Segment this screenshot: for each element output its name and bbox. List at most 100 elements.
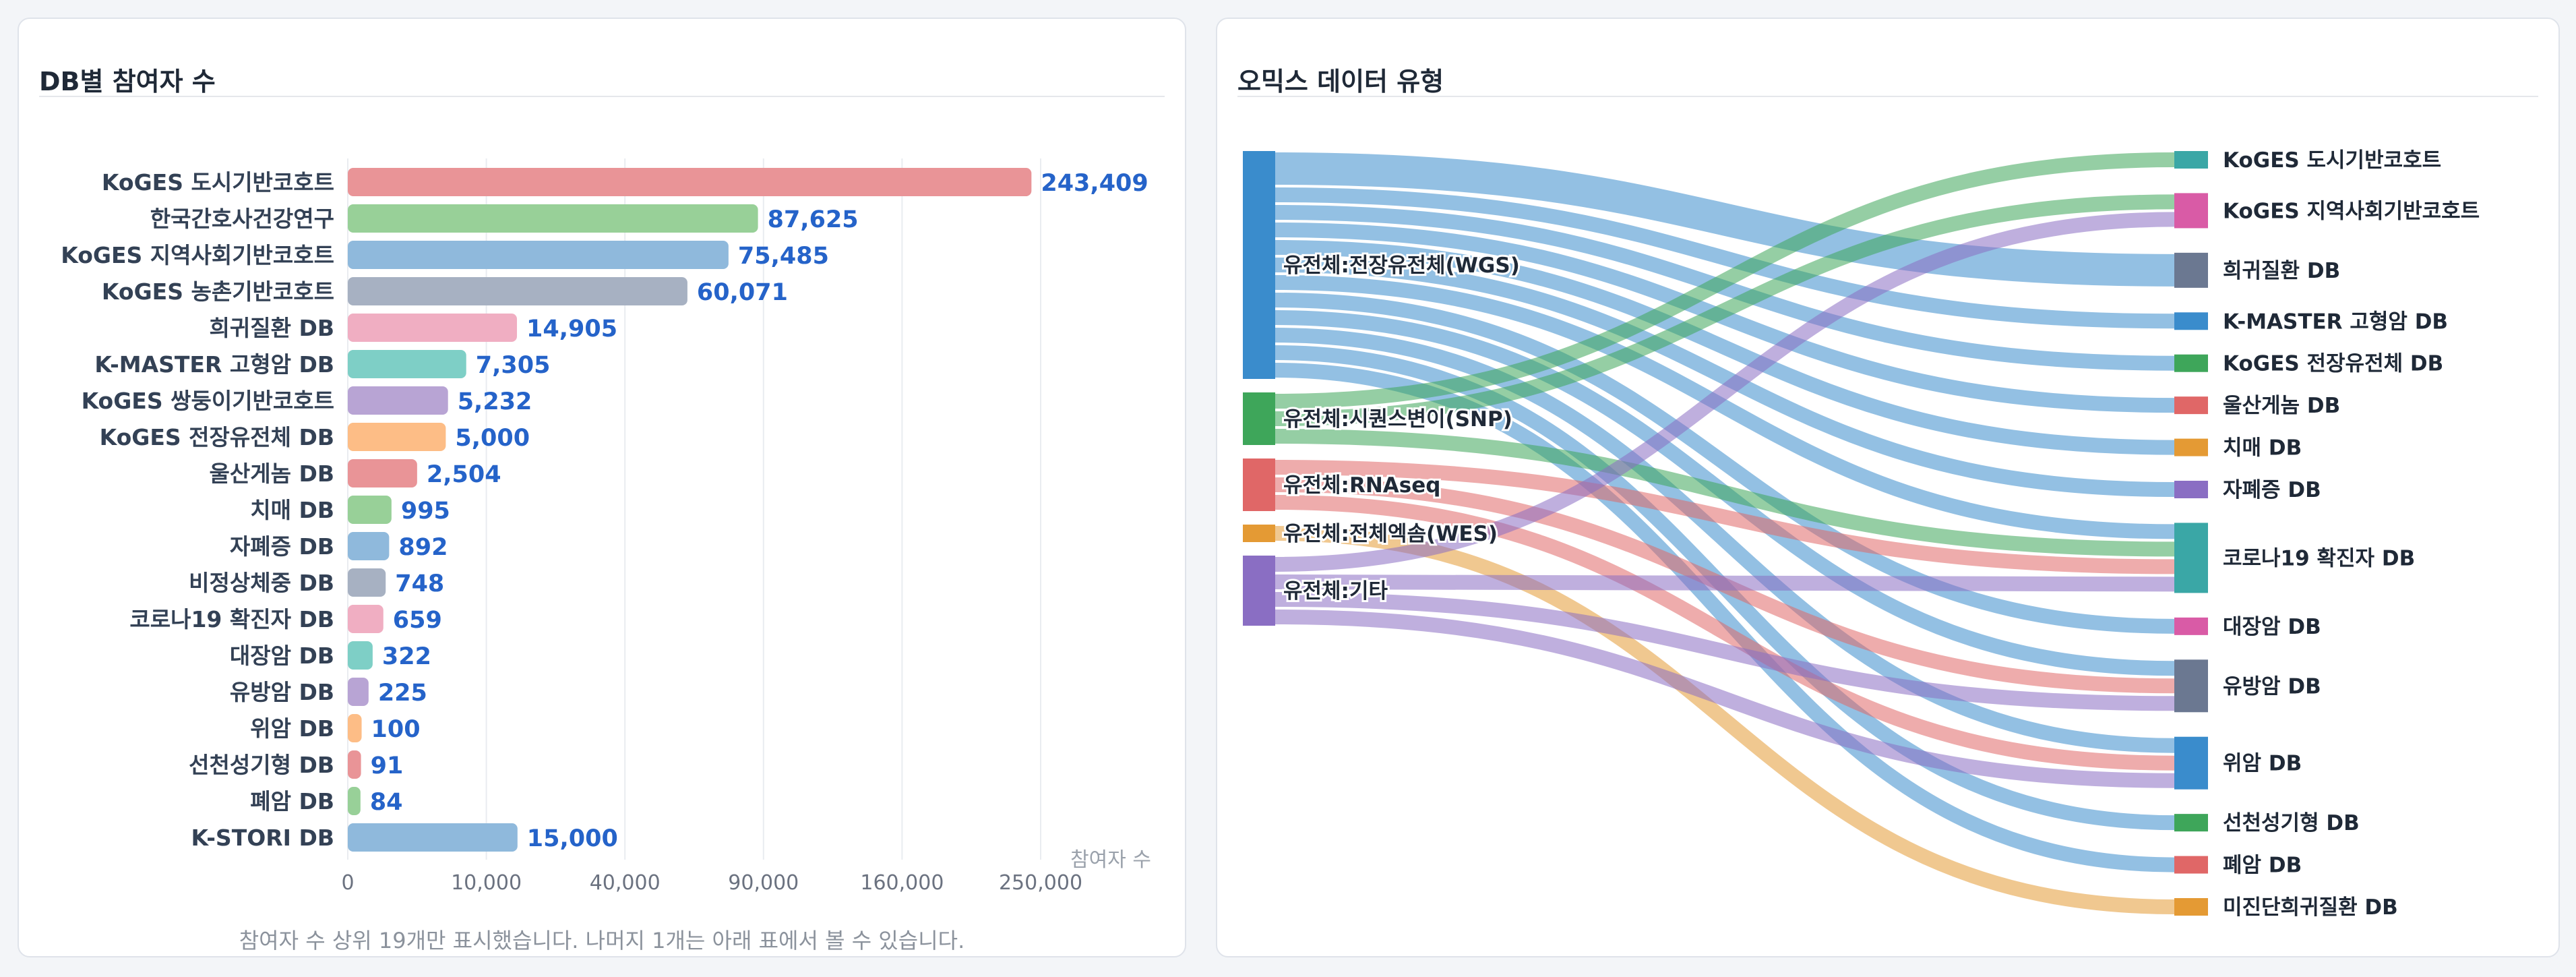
x-tick-label: 250,000 xyxy=(999,871,1082,895)
sankey-link xyxy=(1275,429,2175,557)
bar xyxy=(348,787,361,815)
x-tick-label: 0 xyxy=(341,871,354,895)
target-node xyxy=(2174,736,2208,790)
source-node xyxy=(1243,392,1275,445)
category-label: 위암 DB xyxy=(250,715,334,742)
category-label: KoGES 지역사회기반코호트 xyxy=(61,242,334,268)
sankey-link xyxy=(1275,258,2175,497)
sankey-link xyxy=(1275,152,2175,409)
data-label: 91 xyxy=(371,752,404,779)
target-node-label: 폐암 DB xyxy=(2223,854,2302,878)
x-tick-label: 160,000 xyxy=(860,871,944,895)
bar xyxy=(348,314,518,342)
bar xyxy=(348,605,384,633)
category-label: 폐암 DB xyxy=(250,788,334,815)
omics-sankey-chart: 유전체:전장유전체(WGS) 유전체:시퀀스변이(SNP) 유전체:RNAseq 유전… xyxy=(1243,148,2480,920)
target-node-label: 울산게놈 DB xyxy=(2223,394,2340,418)
data-label: 995 xyxy=(401,498,450,525)
panel-divider xyxy=(1237,96,2538,97)
sankey-link xyxy=(1275,293,2175,634)
target-node xyxy=(2174,193,2208,229)
category-label: KoGES 도시기반코호트 xyxy=(102,169,334,196)
category-label: 치매 DB xyxy=(250,497,334,523)
target-node-label: 치매 DB xyxy=(2223,436,2302,461)
bar xyxy=(348,204,758,233)
category-label: 대장암 DB xyxy=(230,643,334,669)
sankey-link xyxy=(1275,592,2175,711)
category-label: 선천성기형 DB xyxy=(189,752,334,778)
sankey-link xyxy=(1275,187,2175,329)
panel-title: DB별 참여자 수 xyxy=(39,67,216,96)
data-label: 892 xyxy=(398,534,448,561)
category-label: 희귀질환 DB xyxy=(210,315,334,341)
bar xyxy=(348,386,448,415)
sankey-link xyxy=(1275,460,2175,574)
bar xyxy=(348,168,1032,196)
category-label: K-STORI DB xyxy=(191,825,334,851)
target-node xyxy=(2174,396,2208,415)
target-node-label: 코로나19 확진자 DB xyxy=(2223,546,2415,570)
x-tick-label: 40,000 xyxy=(590,871,661,895)
x-tick-label: 90,000 xyxy=(728,871,799,895)
data-label: 60,071 xyxy=(697,279,788,306)
bar xyxy=(348,241,729,269)
bar xyxy=(348,750,361,779)
data-label: 659 xyxy=(393,607,442,634)
sankey-link xyxy=(1275,328,2175,753)
data-label: 87,625 xyxy=(768,206,859,233)
bar xyxy=(348,714,362,742)
data-label: 84 xyxy=(370,789,403,816)
target-node xyxy=(2174,523,2208,593)
data-label: 2,504 xyxy=(427,461,501,488)
target-node xyxy=(2174,312,2208,330)
source-node xyxy=(1243,458,1275,511)
source-node-label: 유전체:RNAseq xyxy=(1283,473,1440,498)
category-label: 유방암 DB xyxy=(230,679,334,705)
category-label: KoGES 전장유전체 DB xyxy=(100,424,334,450)
sankey-link xyxy=(1275,526,2175,914)
data-label: 322 xyxy=(382,643,431,670)
panel-title: 오믹스 데이터 유형 xyxy=(1237,67,1444,96)
source-node-label: 유전체:기타 xyxy=(1283,579,1388,603)
bar xyxy=(348,641,373,670)
sankey-link xyxy=(1275,574,2175,592)
category-label: KoGES 쌍둥이기반코호트 xyxy=(82,388,334,414)
category-label: 비정상체중 DB xyxy=(189,570,334,596)
source-node xyxy=(1243,525,1275,542)
data-label: 15,000 xyxy=(527,825,618,852)
category-label: 한국간호사건강연구 xyxy=(150,206,334,232)
bar xyxy=(348,496,392,524)
category-label: KoGES 농촌기반코호트 xyxy=(102,278,334,305)
target-node-label: KoGES 지역사회기반코호트 xyxy=(2223,199,2480,223)
sankey-link xyxy=(1275,212,2175,572)
bar xyxy=(348,350,466,378)
category-label: 코로나19 확진자 DB xyxy=(129,606,334,632)
target-node xyxy=(2174,898,2208,916)
category-label: K-MASTER 고형암 DB xyxy=(94,351,334,378)
target-node xyxy=(2174,151,2208,169)
data-label: 748 xyxy=(395,570,444,597)
source-node-label: 유전체:시퀀스변이(SNP) xyxy=(1283,407,1512,432)
target-node-label: KoGES 도시기반코호트 xyxy=(2223,148,2441,173)
bar xyxy=(348,532,390,560)
target-node-label: 위암 DB xyxy=(2223,752,2302,776)
target-node-label: KoGES 전장유전체 DB xyxy=(2223,352,2443,376)
target-node-label: K-MASTER 고형암 DB xyxy=(2223,309,2448,334)
target-node-label: 선천성기형 DB xyxy=(2223,811,2360,835)
data-label: 100 xyxy=(371,716,421,743)
panel-divider xyxy=(39,96,1165,97)
x-tick-label: 10,000 xyxy=(451,871,522,895)
target-node xyxy=(2174,438,2208,456)
source-node-label: 유전체:전장유전체(WGS) xyxy=(1283,254,1520,278)
target-node-label: 희귀질환 DB xyxy=(2223,259,2340,283)
data-label: 243,409 xyxy=(1041,170,1148,197)
data-label: 5,000 xyxy=(455,425,530,452)
bar xyxy=(348,568,386,597)
category-label: 자폐증 DB xyxy=(230,533,334,560)
omics-data-type-panel: 오믹스 데이터 유형 유전체:전장유전체(WGS) 유전체:시퀀스변이(SNP) 유… xyxy=(1216,18,2560,957)
data-label: 75,485 xyxy=(738,243,829,270)
data-label: 225 xyxy=(378,680,427,707)
target-node xyxy=(2174,354,2208,372)
sankey-link xyxy=(1275,194,2175,426)
